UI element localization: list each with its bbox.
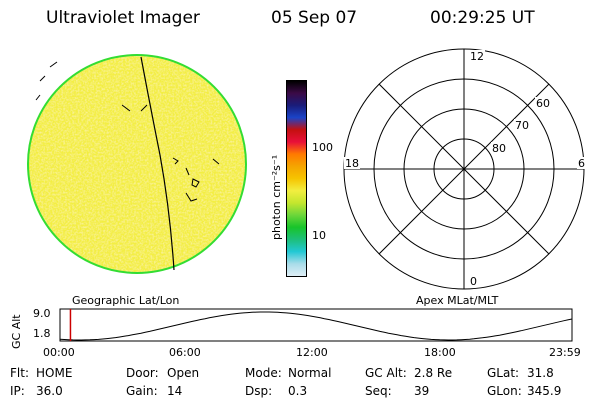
mlt-label-0: 0 (470, 275, 477, 288)
status-value-flt: HOME (36, 366, 73, 380)
status-value-glon: 345.9 (527, 384, 562, 398)
lat-label-60: 60 (536, 97, 550, 110)
meridian-line (140, 56, 175, 271)
coastline-fragments (35, 61, 220, 202)
altitude-plot-frame (59, 308, 573, 342)
status-value-gc-alt: 2.8 Re (414, 366, 453, 380)
instrument-title: Ultraviolet Imager (46, 8, 200, 28)
status-key-gain: Gain: (126, 384, 158, 398)
altitude-plot (59, 308, 573, 342)
status-value-dsp: 0.3 (288, 384, 308, 398)
status-key-door: Door: (126, 366, 159, 380)
altitude-xtick-0000: 00:00 (43, 346, 75, 359)
colorbar-unit-label: photon cm⁻²s⁻¹ (270, 154, 283, 240)
altitude-ylabel: GC Alt (10, 314, 23, 349)
polar-diagonal-2 (378, 83, 550, 255)
mlt-label-6: 6 (578, 157, 585, 170)
mlt-label-18: 18 (345, 157, 359, 170)
header-date: 05 Sep 07 (271, 8, 358, 28)
altitude-xtick-2359: 23:59 (549, 346, 581, 359)
lat-label-80: 80 (492, 142, 506, 155)
altitude-xtick-1200: 12:00 (296, 346, 328, 359)
status-key-mode: Mode: (245, 366, 282, 380)
header-time: 00:29:25 UT (430, 8, 535, 28)
status-value-door: Open (167, 366, 200, 380)
status-key-ip: IP: (10, 384, 25, 398)
status-key-seq: Seq: (365, 384, 392, 398)
status-key-glon: GLon: (487, 384, 522, 398)
status-key-gc-alt: GC Alt: (365, 366, 407, 380)
altitude-ytick-1-8: 1.8 (33, 327, 51, 340)
altitude-curve (59, 311, 573, 341)
altitude-xtick-0600: 06:00 (169, 346, 201, 359)
mlt-label-12: 12 (470, 50, 484, 63)
polar-grid: 12 0 18 6 60 70 80 (343, 48, 587, 290)
colorbar-tick-10: 10 (312, 229, 326, 242)
polar-grid-caption: Apex MLat/MLT (416, 294, 499, 307)
status-value-gain: 14 (167, 384, 183, 398)
image-projection-caption: Geographic Lat/Lon (72, 294, 180, 307)
altitude-ytick-9: 9.0 (33, 307, 51, 320)
status-key-dsp: Dsp: (245, 384, 273, 398)
uv-image-panel (27, 54, 247, 274)
status-value-mode: Normal (288, 366, 332, 380)
status-value-seq: 39 (414, 384, 430, 398)
colorbar (286, 80, 307, 277)
altitude-xtick-1800: 18:00 (424, 346, 456, 359)
status-key-glat: GLat: (487, 366, 520, 380)
status-value-glat: 31.8 (527, 366, 554, 380)
colorbar-tick-100: 100 (312, 141, 333, 154)
status-key-flt: Flt: (10, 366, 29, 380)
earth-limb (27, 54, 247, 274)
status-value-ip: 36.0 (36, 384, 63, 398)
lat-label-70: 70 (515, 119, 529, 132)
